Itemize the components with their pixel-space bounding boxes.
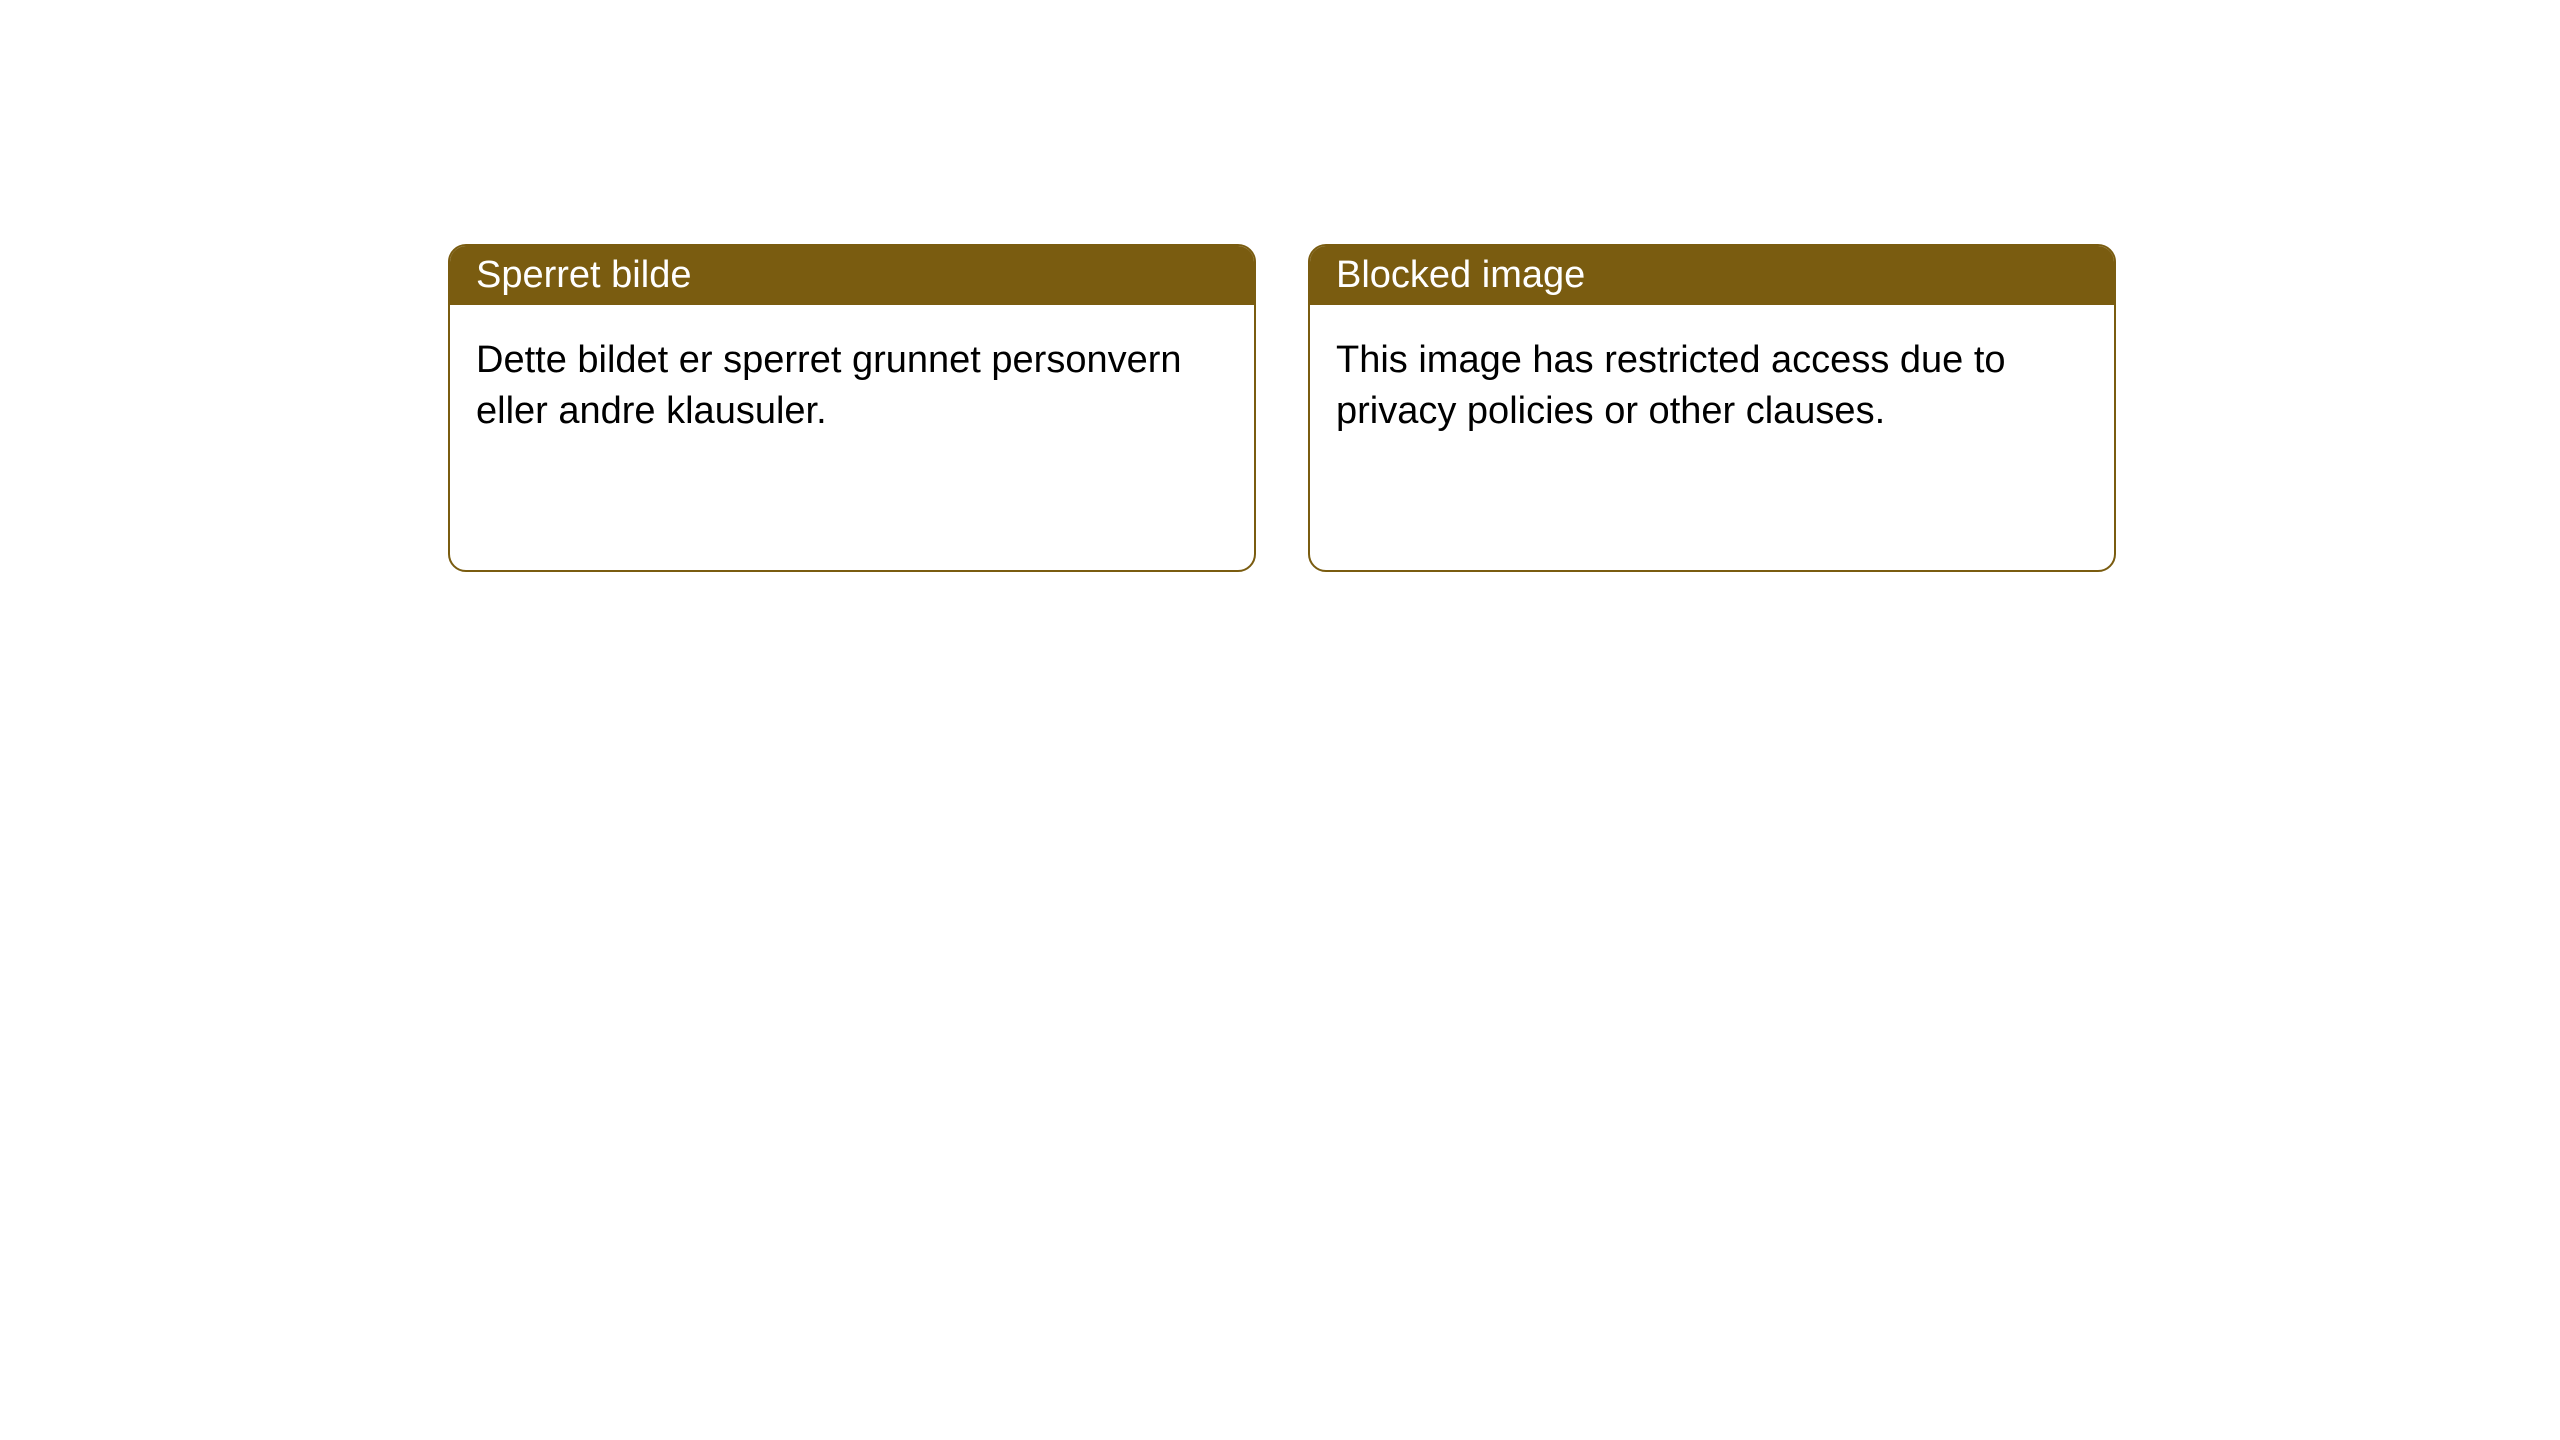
notice-title: Blocked image [1336,254,1585,296]
notice-title: Sperret bilde [476,254,691,296]
notice-card-norwegian: Sperret bilde Dette bildet er sperret gr… [448,244,1256,572]
notice-body-text: This image has restricted access due to … [1336,339,2006,432]
notice-card-header: Blocked image [1310,246,2114,305]
notice-card-header: Sperret bilde [450,246,1254,305]
notice-card-body: This image has restricted access due to … [1310,305,2114,570]
notice-container: Sperret bilde Dette bildet er sperret gr… [0,0,2560,572]
notice-card-body: Dette bildet er sperret grunnet personve… [450,305,1254,570]
notice-body-text: Dette bildet er sperret grunnet personve… [476,339,1182,432]
notice-card-english: Blocked image This image has restricted … [1308,244,2116,572]
